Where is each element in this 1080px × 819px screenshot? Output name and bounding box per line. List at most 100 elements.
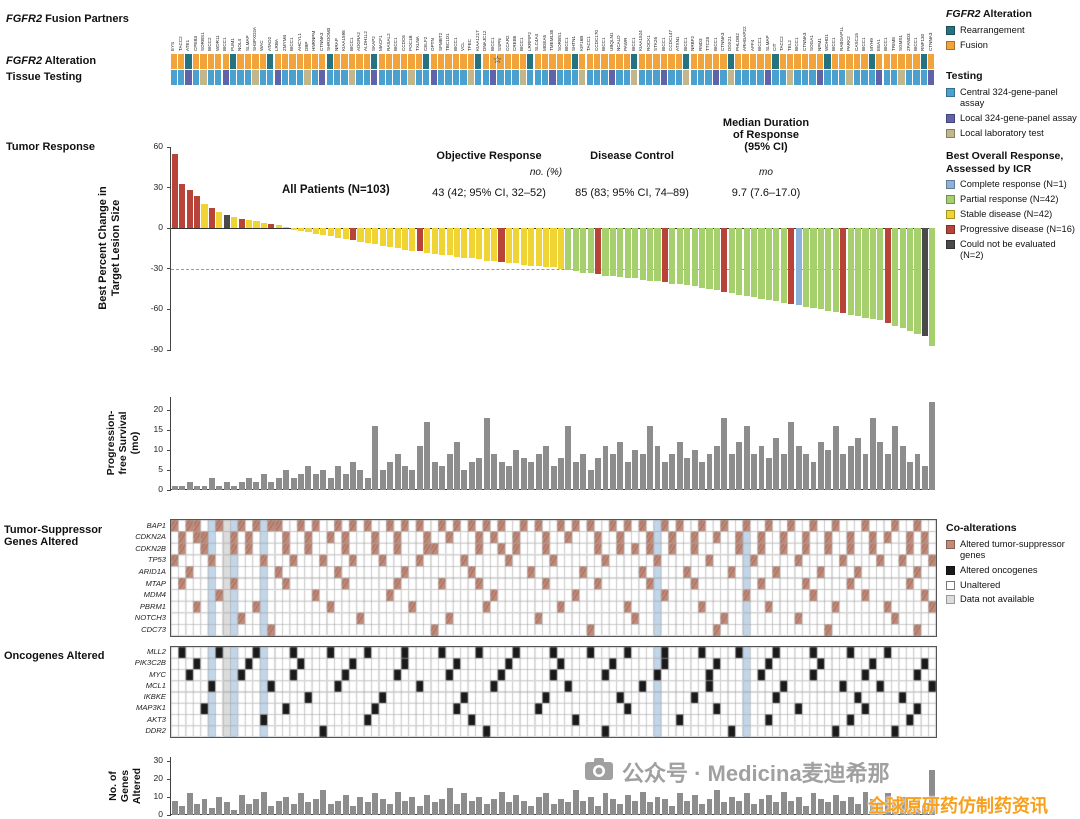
fusion-partner-label: BICC1 <box>757 37 763 51</box>
waterfall-chart <box>167 146 936 351</box>
axis-tick-mark <box>167 489 171 491</box>
testing-cell <box>720 70 727 85</box>
genes-altered-bar <box>446 788 453 815</box>
gene-row-label: CDC73 <box>141 624 166 634</box>
waterfall-bar <box>431 228 438 254</box>
legend-response-title: Best Overall Response, Assessed by ICR <box>946 150 1078 175</box>
testing-cell <box>564 70 571 85</box>
fusion-partner-label: CCAR2 <box>504 35 510 51</box>
pfs-bar <box>535 454 542 490</box>
genes-altered-bar <box>817 798 824 815</box>
alteration-cell <box>742 54 749 69</box>
pfs-bar <box>699 462 706 490</box>
fusion-partner-label: BICC1 <box>660 37 666 51</box>
fusion-partner-label: CCDC170 <box>593 30 599 51</box>
testing-cell <box>697 70 705 85</box>
pfs-bar <box>647 426 654 490</box>
color-swatch <box>946 87 955 97</box>
testing-cell <box>170 70 177 85</box>
alteration-cell <box>230 54 237 69</box>
waterfall-bar <box>617 228 624 277</box>
gene-row-label: MTAP <box>145 578 166 588</box>
y-axis-tick-label: 0 <box>158 809 163 819</box>
testing-cell <box>341 70 348 85</box>
fusion-partner-label: BICC1 <box>883 37 889 51</box>
alteration-cell <box>579 54 586 69</box>
hatched-swatch <box>946 539 955 549</box>
fusion-partner-label: SLC4A4 <box>534 33 540 51</box>
fusion-partner-label: KIAA1217 <box>474 30 480 51</box>
genes-altered-bar <box>914 798 921 815</box>
legend-testing-title: Testing <box>946 70 983 82</box>
waterfall-bar <box>461 228 468 258</box>
alteration-cell <box>408 54 415 69</box>
waterfall-bar <box>387 228 394 248</box>
alteration-cell <box>757 54 764 69</box>
fusion-partner-label: ARHGAP22 <box>742 26 748 51</box>
pfs-bar <box>439 466 446 490</box>
pfs-bar <box>661 462 668 490</box>
fusion-partner-label: BICC1 <box>563 37 569 51</box>
alteration-cell <box>252 54 259 69</box>
legend-item: Data not available <box>946 594 1078 605</box>
alteration-cell <box>586 54 593 69</box>
alteration-cell <box>809 54 816 69</box>
pfs-bar <box>238 482 245 490</box>
waterfall-bar <box>906 228 914 332</box>
testing-cell <box>601 70 608 85</box>
alteration-label-rest: Alteration <box>42 55 97 67</box>
legend-item: Complete response (N=1) <box>946 179 1078 190</box>
gene-row-label: MLL2 <box>147 647 166 657</box>
pfs-bar <box>216 486 223 490</box>
genes-altered-bar <box>684 800 691 815</box>
fusion-partner-label: CCDC147 <box>667 30 673 51</box>
pfs-bar <box>929 402 936 490</box>
alteration-cell <box>883 54 890 69</box>
legend-fgfr2-alteration: FGFR2 Alteration Rearrangement Fusion <box>946 8 1078 51</box>
testing-cell <box>749 70 757 85</box>
waterfall-y-axis-ticks: 60 30 0 -30 -60 -90 <box>140 141 166 354</box>
gene-row-label: CDKN2A <box>135 532 166 542</box>
pfs-bar <box>283 470 290 490</box>
genes-altered-bar <box>632 800 639 815</box>
pfs-bar <box>320 470 327 490</box>
fusion-partner-label: PHLDB2 <box>734 33 740 51</box>
pfs-chart <box>167 397 936 491</box>
legend-coalterations: Co-alterations Altered tumor-suppressor … <box>946 522 1078 605</box>
genes-altered-bar <box>379 798 386 815</box>
genes-altered-bar <box>728 797 735 815</box>
waterfall-bar <box>186 190 193 229</box>
tsg-panel-label-line1: Tumor-Suppressor <box>4 524 103 536</box>
genes-altered-bar <box>617 804 624 815</box>
waterfall-bar <box>869 228 876 319</box>
pfs-bar <box>342 474 349 490</box>
pfs-bar <box>364 478 371 490</box>
alteration-cell <box>779 54 786 69</box>
testing-cell <box>378 70 385 85</box>
alteration-cell <box>772 54 779 69</box>
alteration-cell <box>749 54 757 69</box>
fusion-partner-label: TEL2 <box>786 40 792 51</box>
legend-testing: Testing Central 324-gene-panel assay Loca… <box>946 70 1078 138</box>
fusion-partner-label: CIT <box>771 43 777 51</box>
waterfall-bar <box>275 225 282 229</box>
waterfall-bar <box>439 228 446 256</box>
testing-cell <box>891 70 898 85</box>
alteration-cell <box>675 54 682 69</box>
waterfall-bar <box>491 228 498 261</box>
fusion-partner-label: CTNNA3 <box>719 32 725 51</box>
genes-altered-bar <box>669 806 676 815</box>
axis-tick-mark <box>167 349 171 351</box>
alteration-cell <box>831 54 838 69</box>
waterfall-bar <box>788 228 795 304</box>
genes-altered-bar <box>743 793 750 815</box>
tissue-testing-row <box>170 70 935 85</box>
fusion-partner-label: SOGA1 <box>809 35 815 51</box>
y-axis-tick-label: -30 <box>150 262 163 273</box>
testing-cell <box>668 70 675 85</box>
testing-cell <box>267 70 274 85</box>
genes-altered-bar <box>268 806 275 815</box>
pfs-bar <box>350 462 356 490</box>
legend-item-label: Altered oncogenes <box>960 564 1038 575</box>
waterfall-bar <box>394 228 401 249</box>
